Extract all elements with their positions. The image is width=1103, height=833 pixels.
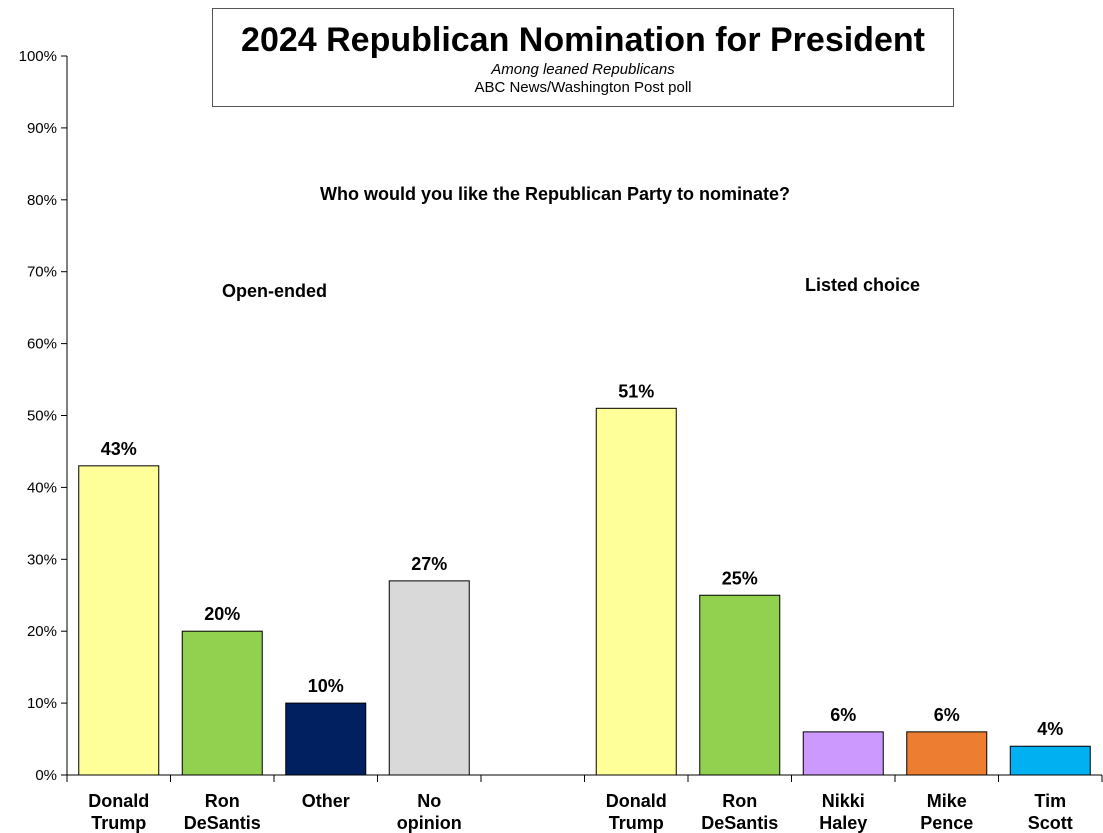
x-category-label: Trump <box>91 813 146 833</box>
bar <box>181 630 263 776</box>
x-category-label: Pence <box>920 813 973 833</box>
x-category-label: No <box>417 791 441 811</box>
x-category-label: DeSantis <box>184 813 261 833</box>
y-tick-label: 60% <box>27 336 57 353</box>
chart-subtitle-population: Among leaned Republicans <box>491 61 675 78</box>
data-label: 20% <box>204 604 240 624</box>
bar <box>388 580 470 776</box>
y-tick-label: 80% <box>27 192 57 209</box>
bar <box>906 731 988 776</box>
x-category-label: opinion <box>397 813 462 833</box>
y-tick-label: 30% <box>27 551 57 568</box>
chart-subtitle-source: ABC News/Washington Post poll <box>474 79 692 96</box>
x-category-label: Tim <box>1034 791 1066 811</box>
open-ended-annotation: Open-ended <box>222 281 328 301</box>
x-category-label: Donald <box>88 791 149 811</box>
x-category-label: Other <box>302 791 350 811</box>
y-tick-label: 90% <box>27 120 57 137</box>
x-category-label: Scott <box>1028 813 1073 833</box>
data-label: 6% <box>934 705 960 725</box>
bar <box>78 465 160 776</box>
y-tick-label: 20% <box>27 623 57 640</box>
bar <box>285 702 367 776</box>
bar <box>699 594 781 776</box>
x-category-label: Haley <box>819 813 867 833</box>
x-category-label: Mike <box>927 791 967 811</box>
data-label: 27% <box>411 554 447 574</box>
y-tick-label: 0% <box>35 767 57 784</box>
y-tick-label: 10% <box>27 695 57 712</box>
bar <box>1009 745 1091 776</box>
y-axis: 0% 10% 20% 30% 40% 50% 60% 70% 80% 90% 100% <box>19 48 68 784</box>
bars: 43% 20% 10% 27% 51% 25% 6% 6% 4% <box>78 381 1091 776</box>
x-category-label: Nikki <box>822 791 865 811</box>
y-tick-label: 100% <box>19 48 57 65</box>
data-label: 25% <box>722 568 758 588</box>
chart-title-box: 2024 Republican Nomination for President… <box>212 8 954 107</box>
data-label: 43% <box>101 439 137 459</box>
x-category-label: Donald <box>606 791 667 811</box>
question-annotation: Who would you like the Republican Party … <box>320 184 791 204</box>
bar <box>595 407 677 776</box>
data-label: 4% <box>1037 719 1063 739</box>
data-label: 51% <box>618 381 654 401</box>
x-category-label: Ron <box>205 791 240 811</box>
listed-choice-annotation: Listed choice <box>805 275 921 295</box>
x-category-label: Trump <box>609 813 664 833</box>
y-tick-label: 70% <box>27 264 57 281</box>
y-tick-label: 40% <box>27 479 57 496</box>
x-category-label: Ron <box>722 791 757 811</box>
data-label: 6% <box>830 705 856 725</box>
x-category-label: DeSantis <box>701 813 778 833</box>
chart-title: 2024 Republican Nomination for President <box>241 21 925 59</box>
bar <box>802 731 884 776</box>
data-label: 10% <box>308 676 344 696</box>
y-tick-label: 50% <box>27 408 57 425</box>
